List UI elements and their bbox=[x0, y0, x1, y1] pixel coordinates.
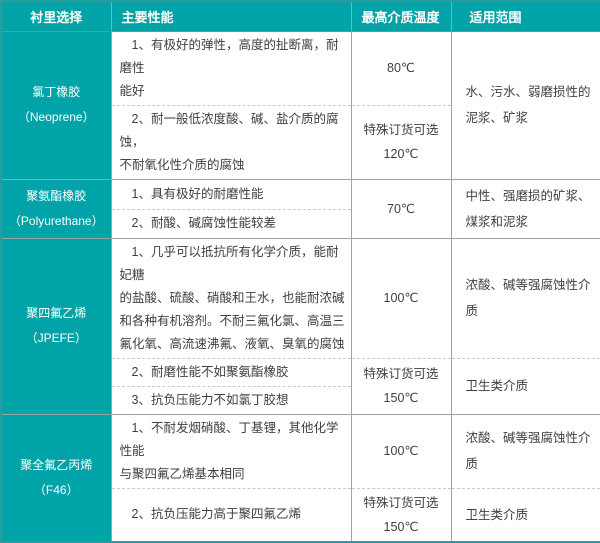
temperature-cell: 特殊订货可选 120℃ bbox=[350, 104, 452, 179]
lining-alias: （JPEFE） bbox=[25, 331, 87, 345]
application-cell: 浓酸、碱等强腐蚀性介 质 bbox=[450, 237, 600, 358]
performance-cell: 1、不耐发烟硝酸、丁基锂，其他化学性能 与聚四氟乙烯基本相同 bbox=[110, 413, 352, 488]
table-row: 2、耐磨性能不如聚氨酯橡胶 特殊订货可选 150℃ 卫生类介质 bbox=[1, 357, 600, 414]
performance-cell: 1、具有极好的耐磨性能 bbox=[110, 178, 352, 209]
performance-cell: 2、抗负压能力高于聚四氟乙烯 bbox=[110, 487, 352, 542]
header-cell-lining: 衬里选择 bbox=[0, 1, 112, 32]
performance-cell: 2、耐一般低浓度酸、碱、盐介质的腐蚀， 不耐氧化性介质的腐蚀 bbox=[110, 104, 352, 179]
application-cell: 浓酸、碱等强腐蚀性介 质 bbox=[450, 413, 600, 488]
performance-cell: 2、耐磨性能不如聚氨酯橡胶 bbox=[110, 357, 352, 386]
temperature-cell: 特殊订货可选 150℃ bbox=[350, 357, 452, 414]
table-row: 聚氨酯橡胶 （Polyurethane） 1、具有极好的耐磨性能 70℃ 中性、… bbox=[0, 178, 600, 238]
lining-cell-f46: 聚全氟乙丙烯 （F46） bbox=[0, 413, 112, 542]
lining-cell-neoprene: 氯丁橡胶 （Neoprene） bbox=[0, 30, 112, 179]
performance-cell: 1、几乎可以抵抗所有化学介质，能耐妃糖 的盐酸、硫酸、硝酸和王水，也能耐浓碱 和… bbox=[110, 237, 352, 358]
application-cell: 中性、强磨损的矿浆、 煤浆和泥浆 bbox=[450, 178, 600, 238]
lining-name: 聚氨酯橡胶 bbox=[26, 188, 87, 203]
temperature-cell: 70℃ bbox=[350, 178, 452, 238]
lining-alias: （F46） bbox=[33, 482, 79, 497]
application-cell: 卫生类介质 bbox=[450, 357, 600, 414]
table-row: 聚四氟乙烯 （JPEFE） 1、几乎可以抵抗所有化学介质，能耐妃糖 的盐酸、硫酸… bbox=[0, 237, 600, 414]
header-cell-application-range: 适用范围 bbox=[450, 1, 600, 32]
lining-cell-ptfe: 聚四氟乙烯 （JPEFE） bbox=[0, 237, 112, 414]
application-cell: 水、污水、弱磨损性的 泥浆、矿浆 bbox=[450, 30, 600, 179]
lining-alias: （Polyurethane） bbox=[8, 213, 104, 228]
table-row: 3、抗负压能力不如氯丁胶想 bbox=[1, 385, 600, 414]
temperature-cell: 100℃ bbox=[350, 413, 452, 488]
header-cell-max-temperature: 最高介质温度 bbox=[350, 1, 452, 32]
lining-name: 聚全氟乙丙烯 bbox=[20, 457, 93, 472]
table-header-row: 衬里选择 主要性能 最高介质温度 适用范围 bbox=[0, 1, 600, 32]
performance-cell: 2、耐酸、碱腐蚀性能较差 bbox=[110, 208, 352, 238]
table-row: 2、耐酸、碱腐蚀性能较差 bbox=[1, 208, 600, 238]
temperature-cell: 80℃ bbox=[350, 30, 452, 105]
lining-name: 氯丁橡胶 bbox=[32, 85, 81, 99]
lining-alias: （Neoprene） bbox=[17, 110, 95, 124]
performance-cell: 1、有极好的弹性，高度的扯断离，耐磨性 能好 bbox=[110, 30, 352, 105]
table-row: 氯丁橡胶 （Neoprene） 1、有极好的弹性，高度的扯断离，耐磨性 能好 8… bbox=[0, 30, 600, 179]
temperature-cell: 特殊订货可选 150℃ bbox=[350, 487, 452, 542]
application-cell: 卫生类介质 bbox=[450, 487, 600, 542]
performance-cell: 3、抗负压能力不如氯丁胶想 bbox=[110, 385, 352, 414]
table-row: 聚全氟乙丙烯 （F46） 1、不耐发烟硝酸、丁基锂，其他化学性能 与聚四氟乙烯基… bbox=[0, 413, 600, 542]
lining-name: 聚四氟乙烯 bbox=[26, 306, 87, 320]
temperature-cell: 100℃ bbox=[350, 237, 452, 358]
header-cell-performance: 主要性能 bbox=[110, 1, 352, 32]
lining-cell-polyurethane: 聚氨酯橡胶 （Polyurethane） bbox=[0, 178, 112, 238]
table-row: 2、耐一般低浓度酸、碱、盐介质的腐蚀， 不耐氧化性介质的腐蚀 特殊订货可选 12… bbox=[1, 104, 600, 179]
